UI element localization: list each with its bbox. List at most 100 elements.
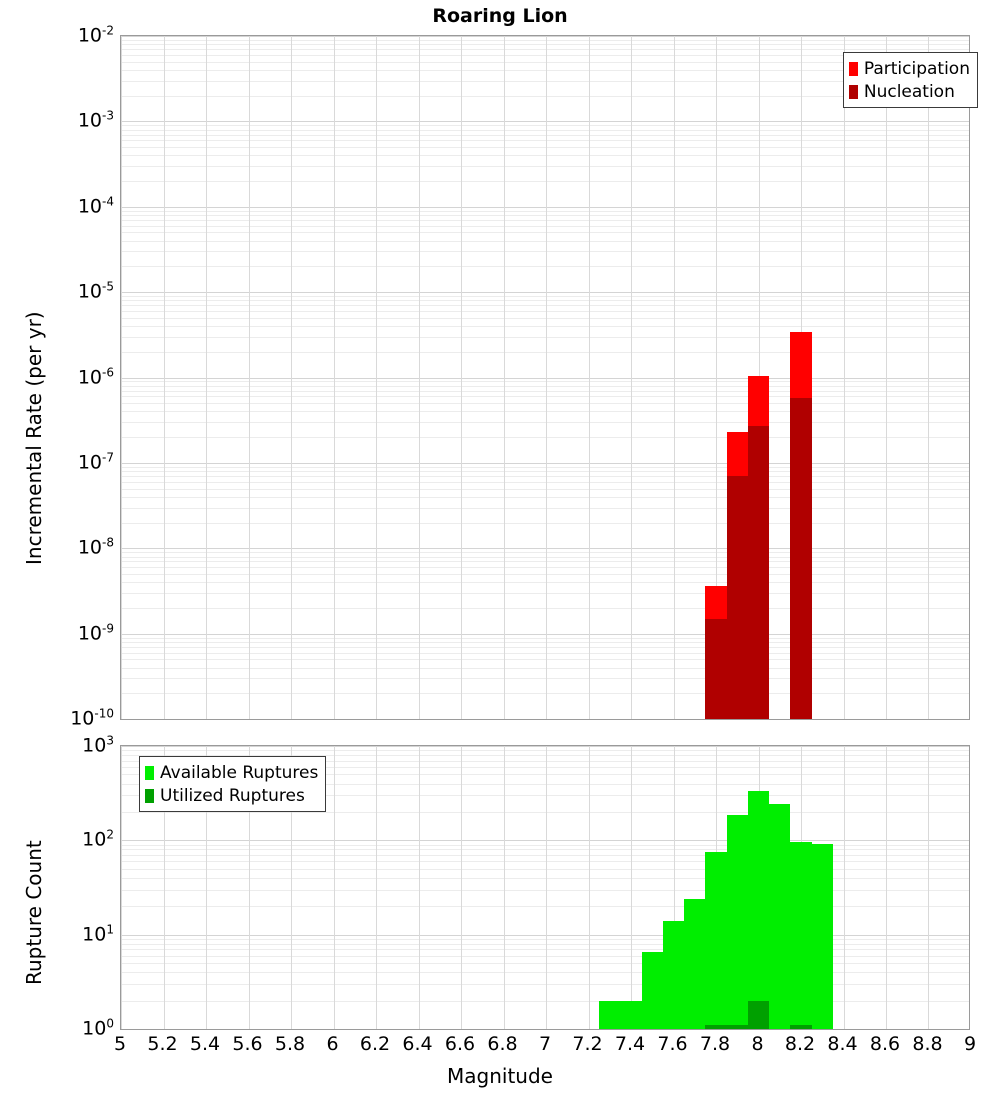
legend-swatch-icon [848,61,858,76]
gridline-minor [121,795,969,796]
gridline-minor [121,750,969,751]
gridline-minor [121,642,969,643]
gridline-vertical [334,746,335,1029]
gridline-minor [121,1001,969,1002]
gridline-minor [121,381,969,382]
gridline-minor [121,81,969,82]
gridline-minor [121,296,969,297]
x-tick-label: 6.2 [359,1033,391,1055]
gridline-minor [121,49,969,50]
bar [726,746,748,1029]
x-tick-label: 9 [963,1033,977,1055]
count-y-axis-ticks: 103 102 101 100 [0,733,114,1039]
y-tick-label: 10-6 [77,364,114,389]
gridline-vertical [249,746,250,1029]
gridline-minor [121,659,969,660]
rate-y-axis-ticks: 10-2 10-3 10-4 10-5 10-6 10-7 10-8 10-9 10-10 [0,23,114,729]
gridline-vertical [928,746,929,1029]
bar [790,36,812,719]
count-legend: Available Ruptures Utilized Ruptures [139,756,327,812]
gridline-minor [121,678,969,679]
bar [769,746,791,1029]
gridline-minor [121,497,969,498]
gridline-vertical [121,746,122,1029]
legend-swatch-icon [145,765,154,780]
gridline-minor [121,593,969,594]
gridline-minor [121,812,969,813]
gridline-minor [121,62,969,63]
count-legend-item: Available Ruptures [145,761,318,784]
legend-label: Available Ruptures [160,762,319,783]
gridline-minor [121,311,969,312]
gridline-minor [121,984,969,985]
gridline-minor [121,125,969,126]
y-tick-label: 10-4 [77,194,114,218]
x-tick-label: 6.6 [444,1033,476,1055]
count-plot-area [121,746,969,1029]
gridline-vertical [674,36,675,719]
gridline-minor [121,181,969,182]
x-tick-label: 5.6 [232,1033,263,1055]
bar-segment-total [662,920,685,1029]
gridline-vertical [461,746,462,1029]
gridline-minor [121,567,969,568]
gridline-vertical [461,36,462,719]
bar-segment-total [684,898,706,1029]
gridline-minor [121,774,969,775]
gridline-minor [121,215,969,216]
x-tick-label: 8.4 [827,1033,858,1055]
gridline-minor [121,849,969,850]
gridline-minor [121,508,969,509]
gridline-minor [121,956,969,957]
legend-label: Participation [863,58,970,79]
x-tick-label: 5 [113,1033,127,1055]
bar-segment-total [747,791,770,1029]
gridline-minor [121,403,969,404]
gridline-vertical [674,746,675,1029]
x-axis-label: Magnitude [447,1064,553,1088]
gridline-vertical [164,746,165,1029]
gridline-vertical [546,36,547,719]
y-tick-label: 102 [82,827,114,851]
gridline-vertical [589,746,590,1029]
x-tick-label: 5.4 [189,1033,221,1055]
gridline-minor [121,755,969,756]
gridline-minor [121,40,969,41]
gridline-major [121,36,969,37]
bar [747,36,770,719]
rate-y-axis-label: Incremental Rate (per yr) [22,311,46,565]
bar-segment-total [599,1000,621,1029]
gridline-minor [121,140,969,141]
bar [620,746,642,1029]
gridline-minor [121,337,969,338]
rate-plot-area [121,36,969,719]
legend-label: Utilized Ruptures [160,785,305,806]
x-tick-label: 7.6 [657,1033,688,1055]
gridline-minor [121,147,969,148]
x-tick-label: 7.4 [614,1033,646,1055]
gridline-vertical [631,746,632,1029]
gridline-minor [121,767,969,768]
gridline-major [121,292,969,293]
gridline-minor [121,326,969,327]
gridline-minor [121,608,969,609]
gridline-minor [121,211,969,212]
gridline-minor [121,845,969,846]
gridline-vertical [249,36,250,719]
x-tick-label: 6.4 [402,1033,433,1055]
gridline-minor [121,855,969,856]
bar-segment-total [641,952,663,1029]
gridline-major [121,1029,969,1030]
bar-segment-sub [705,1025,727,1029]
x-tick-label: 6 [326,1033,339,1055]
gridline-vertical [376,36,377,719]
gridline-major [121,463,969,464]
gridline-vertical [886,746,887,1029]
gridline-minor [121,411,969,412]
gridline-minor [121,352,969,353]
gridline-vertical [291,36,292,719]
gridline-minor [121,561,969,562]
x-tick-label: 8.2 [784,1033,816,1055]
gridline-vertical [334,36,335,719]
rate-plot-panel [120,35,970,720]
